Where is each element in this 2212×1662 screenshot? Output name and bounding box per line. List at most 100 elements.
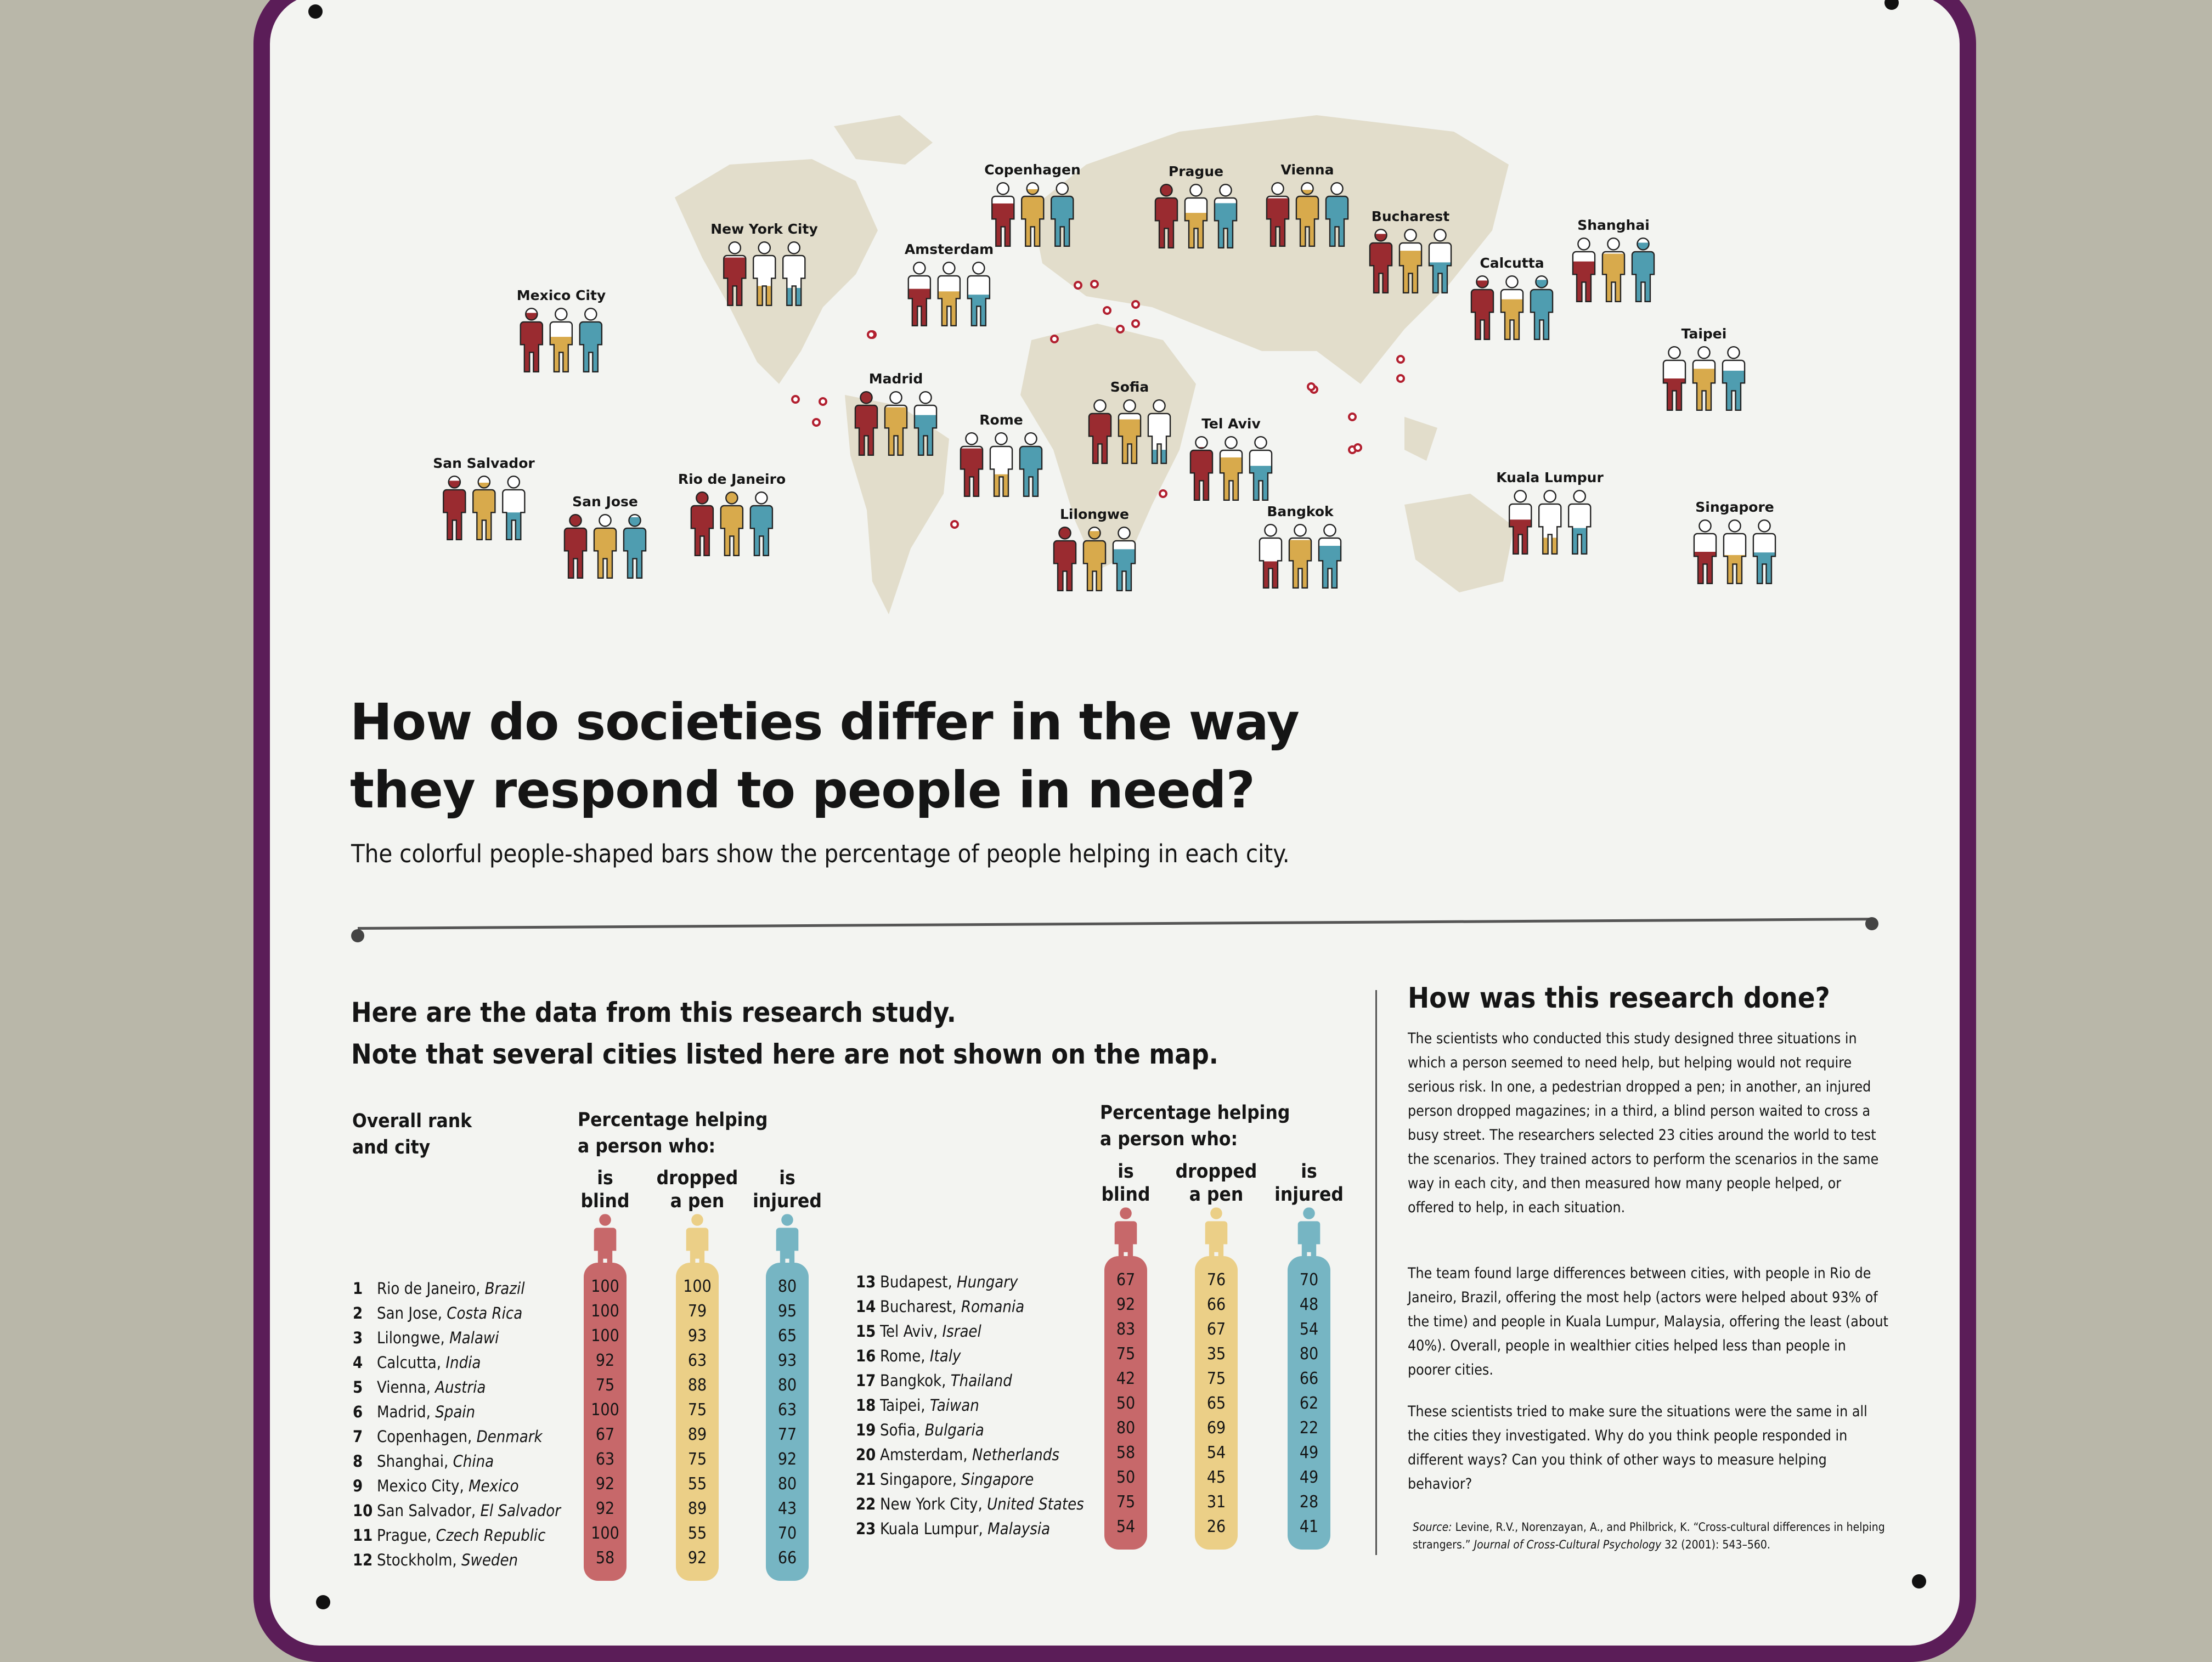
- person-fill: [1113, 549, 1136, 591]
- person-fill: [1538, 538, 1561, 554]
- rank: 20: [856, 1445, 876, 1464]
- map-city: Shanghai: [1570, 217, 1657, 302]
- value-pen: 55: [687, 1474, 707, 1494]
- table-row: 2 San Jose, Costa Rica: [353, 1304, 522, 1322]
- value-injured: 95: [777, 1302, 797, 1321]
- city-label: Rio de Janeiro: [678, 471, 786, 487]
- comma: ,: [933, 1322, 943, 1341]
- person-icon: [1214, 184, 1238, 248]
- table-row: 15 Tel Aviv, Israel: [856, 1322, 981, 1341]
- column-header-blind: is blind: [1085, 1160, 1167, 1206]
- value-blind: 92: [595, 1351, 615, 1370]
- person-icon: [1470, 275, 1494, 340]
- map-city: Lilongwe: [1051, 506, 1138, 591]
- city-label: Sofia: [1110, 379, 1149, 395]
- title-line-1: How do societies differ in the way: [350, 693, 1300, 751]
- map-city: Kuala Lumpur: [1496, 470, 1604, 555]
- screw-hole: [1884, 0, 1899, 10]
- map-city: Mexico City: [517, 287, 606, 372]
- country-name: India: [445, 1353, 481, 1372]
- subtitle: The colorful people-shaped bars show the…: [351, 839, 1290, 868]
- city-label: San Salvador: [433, 455, 535, 471]
- person-icon: [960, 432, 984, 497]
- value-blind: 50: [1116, 1468, 1136, 1487]
- city-name: San Jose: [377, 1304, 438, 1322]
- value-injured: 22: [1299, 1418, 1319, 1438]
- rank: 8: [353, 1452, 363, 1471]
- bar-pen: [676, 1263, 719, 1581]
- city-name: Budapest: [880, 1273, 948, 1291]
- value-pen: 35: [1206, 1344, 1226, 1364]
- people-figures: [710, 241, 817, 306]
- rank: 15: [856, 1322, 876, 1341]
- value-blind: 100: [591, 1326, 619, 1346]
- person-icon: [520, 308, 544, 372]
- value-pen: 88: [687, 1376, 707, 1395]
- research-paragraph-3: These scientists tried to make sure the …: [1408, 1403, 1867, 1493]
- city-label: San Jose: [572, 494, 638, 510]
- person-icon: [1398, 229, 1423, 293]
- person-icon: [1219, 436, 1243, 501]
- person-fill: [990, 474, 1013, 496]
- city-label: Taipei: [1681, 326, 1727, 342]
- comma: ,: [978, 1495, 988, 1513]
- person-fill: [1568, 528, 1591, 554]
- person-fill: [472, 482, 495, 540]
- country-name: Israel: [942, 1322, 981, 1341]
- person-icon: [1369, 229, 1393, 293]
- table-row: 22 New York City, United States: [856, 1495, 1084, 1513]
- person-icon: [907, 262, 932, 326]
- value-blind: 100: [591, 1524, 619, 1543]
- people-figures: [1691, 519, 1778, 584]
- map-city: San Jose: [562, 494, 648, 579]
- header-line: is: [1301, 1161, 1317, 1183]
- person-icon: [1538, 490, 1562, 555]
- person-icon: [1184, 184, 1208, 248]
- value-pen: 75: [687, 1400, 707, 1420]
- person-icon: [1050, 182, 1074, 247]
- person-icon: [1019, 432, 1043, 497]
- header-line: injured: [753, 1190, 822, 1212]
- person-icon: [1189, 436, 1214, 501]
- comma: ,: [476, 1279, 485, 1298]
- table-row: 7 Copenhagen, Denmark: [353, 1427, 543, 1446]
- person-icon: [1259, 524, 1283, 589]
- person-fill: [1148, 450, 1171, 463]
- person-icon: [967, 262, 991, 326]
- rank: 19: [856, 1421, 876, 1439]
- person-fill: [564, 515, 587, 578]
- person-icon: [1249, 436, 1273, 501]
- value-pen: 92: [687, 1548, 707, 1568]
- person-icon: [690, 491, 714, 556]
- comma: ,: [426, 1403, 436, 1421]
- person-fill: [1318, 546, 1341, 588]
- person-fill: [1053, 527, 1076, 591]
- rank: 12: [353, 1551, 373, 1569]
- rank: 5: [353, 1378, 363, 1397]
- person-icon: [1288, 524, 1312, 589]
- person-fill: [884, 407, 907, 455]
- person-icon: [1693, 519, 1717, 584]
- city-name: Bucharest: [880, 1297, 952, 1316]
- person-icon: [1601, 238, 1626, 302]
- person-icon: [501, 476, 526, 540]
- table-row: 8 Shanghai, China: [353, 1452, 494, 1471]
- map-city: Copenhagen: [984, 162, 1081, 247]
- person-icon: [1112, 527, 1136, 591]
- people-figures: [678, 491, 786, 556]
- person-icon: [1752, 519, 1776, 584]
- value-blind: 100: [591, 1277, 619, 1296]
- comma: ,: [471, 1501, 481, 1520]
- person-fill: [1088, 412, 1111, 463]
- city-name: Amsterdam: [880, 1445, 963, 1464]
- person-icon: [1147, 399, 1171, 464]
- city-label: Amsterdam: [904, 241, 994, 257]
- screw-hole: [316, 1595, 330, 1609]
- person-icon: [1020, 182, 1045, 247]
- percentage-header-left: Percentage helping a person who:: [578, 1107, 768, 1160]
- people-figures: [433, 476, 534, 540]
- header-line: Overall rank: [352, 1110, 472, 1132]
- people-figures: [1367, 229, 1454, 293]
- value-injured: 66: [1299, 1369, 1319, 1388]
- value-injured: 80: [1299, 1344, 1319, 1364]
